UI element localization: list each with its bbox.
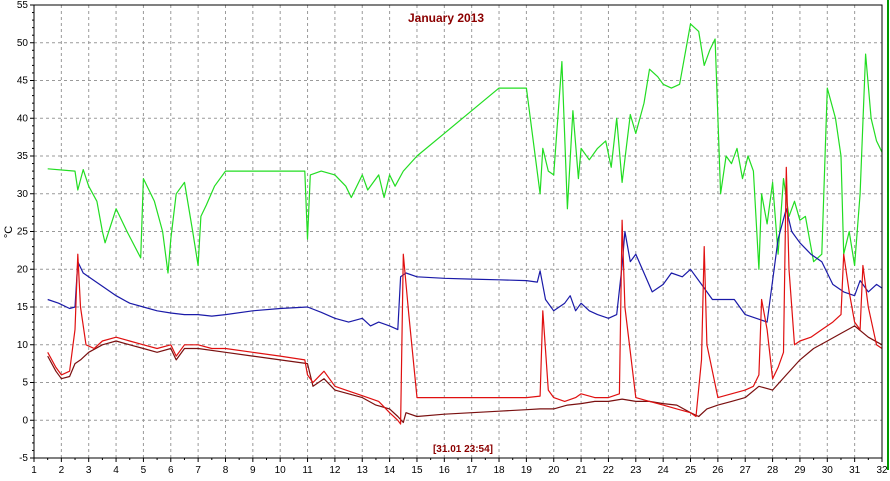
x-tick-label: 31 xyxy=(849,465,861,476)
timestamp-label: [31.01 23:54] xyxy=(433,444,493,455)
x-tick-label: 7 xyxy=(195,465,201,476)
y-axis: -5 0 5 10 15 20 25 30 35 40 45 50 55 xyxy=(17,0,34,464)
x-tick-label: 11 xyxy=(302,465,313,476)
x-tick-label: 8 xyxy=(223,465,229,476)
x-tick-label: 9 xyxy=(250,465,256,476)
x-tick-label: 24 xyxy=(658,465,670,476)
x-tick-label: 23 xyxy=(630,465,642,476)
x-tick-label: 29 xyxy=(794,465,806,476)
x-tick-label: 25 xyxy=(685,465,697,476)
y-tick-label: 15 xyxy=(17,302,29,313)
y-tick-label: 5 xyxy=(22,378,28,389)
series-line-2 xyxy=(47,208,883,331)
x-tick-label: 18 xyxy=(493,465,505,476)
y-tick-label: 40 xyxy=(17,113,29,124)
x-tick-label: 30 xyxy=(822,465,834,476)
x-tick-label: 27 xyxy=(740,465,752,476)
x-tick-label: 16 xyxy=(439,465,451,476)
y-tick-label: -5 xyxy=(19,453,28,464)
x-tick-label: 26 xyxy=(712,465,724,476)
series-line-3 xyxy=(47,166,883,425)
x-tick-label: 10 xyxy=(275,465,287,476)
y-axis-label: °C xyxy=(3,226,15,238)
x-tick-label: 2 xyxy=(59,465,65,476)
x-tick-label: 4 xyxy=(113,465,119,476)
y-tick-label: 50 xyxy=(17,38,29,49)
x-tick-label: 6 xyxy=(168,465,174,476)
x-axis: 1 2 3 4 5 6 7 8 9 10 11 12 13 14 15 16 17 18 19 20 21 22 23 24 2… xyxy=(31,458,888,476)
x-tick-label: 20 xyxy=(548,465,560,476)
series-line-1 xyxy=(47,23,883,274)
chart-title: January 2013 xyxy=(408,11,484,25)
x-tick-label: 22 xyxy=(603,465,615,476)
series-line-4 xyxy=(47,325,883,424)
y-tick-label: 35 xyxy=(17,151,29,162)
x-tick-label: 12 xyxy=(329,465,341,476)
y-tick-label: 0 xyxy=(22,415,28,426)
y-tick-label: 25 xyxy=(17,227,29,238)
x-tick-label: 13 xyxy=(357,465,369,476)
x-tick-label: 1 xyxy=(31,465,37,476)
y-tick-label: 30 xyxy=(17,189,29,200)
x-tick-label: 21 xyxy=(576,465,588,476)
x-tick-label: 15 xyxy=(411,465,423,476)
x-tick-label: 5 xyxy=(141,465,147,476)
x-tick-label: 19 xyxy=(521,465,533,476)
y-tick-label: 10 xyxy=(17,340,29,351)
series-group xyxy=(47,23,883,425)
x-tick-label: 14 xyxy=(384,465,396,476)
y-tick-label: 55 xyxy=(17,0,29,11)
x-tick-label: 17 xyxy=(466,465,478,476)
x-tick-label: 3 xyxy=(86,465,92,476)
y-tick-label: 20 xyxy=(17,264,29,275)
x-tick-label: 28 xyxy=(767,465,779,476)
y-tick-label: 45 xyxy=(17,76,29,87)
x-tick-label: 32 xyxy=(876,465,888,476)
